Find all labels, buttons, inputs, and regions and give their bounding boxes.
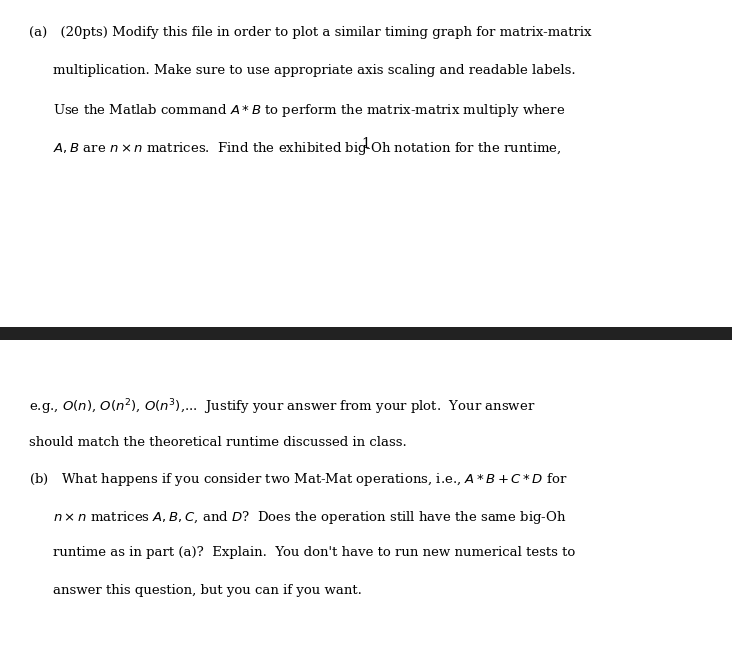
Text: Use the Matlab command $A * B$ to perform the matrix-matrix multiply where: Use the Matlab command $A * B$ to perfor… <box>53 102 566 119</box>
Text: $A, B$ are $n \times n$ matrices.  Find the exhibited big-Oh notation for the ru: $A, B$ are $n \times n$ matrices. Find t… <box>53 140 562 156</box>
Text: $n \times n$ matrices $A, B, C$, and $D$?  Does the operation still have the sam: $n \times n$ matrices $A, B, C$, and $D$… <box>53 509 567 526</box>
Text: should match the theoretical runtime discussed in class.: should match the theoretical runtime dis… <box>29 436 407 449</box>
FancyBboxPatch shape <box>0 327 732 340</box>
Text: (a)  (20pts) Modify this file in order to plot a similar timing graph for matrix: (a) (20pts) Modify this file in order to… <box>29 26 591 39</box>
Text: 1: 1 <box>362 137 370 151</box>
Text: answer this question, but you can if you want.: answer this question, but you can if you… <box>53 584 362 597</box>
Text: runtime as in part (a)?  Explain.  You don't have to run new numerical tests to: runtime as in part (a)? Explain. You don… <box>53 546 575 559</box>
Text: (b)  What happens if you consider two Mat-Mat operations, i.e., $A * B + C * D$ : (b) What happens if you consider two Mat… <box>29 471 568 488</box>
Text: e.g., $O(n)$, $O(n^2)$, $O(n^3)$,...  Justify your answer from your plot.  Your : e.g., $O(n)$, $O(n^2)$, $O(n^3)$,... Jus… <box>29 398 536 417</box>
Text: multiplication. Make sure to use appropriate axis scaling and readable labels.: multiplication. Make sure to use appropr… <box>53 64 576 77</box>
